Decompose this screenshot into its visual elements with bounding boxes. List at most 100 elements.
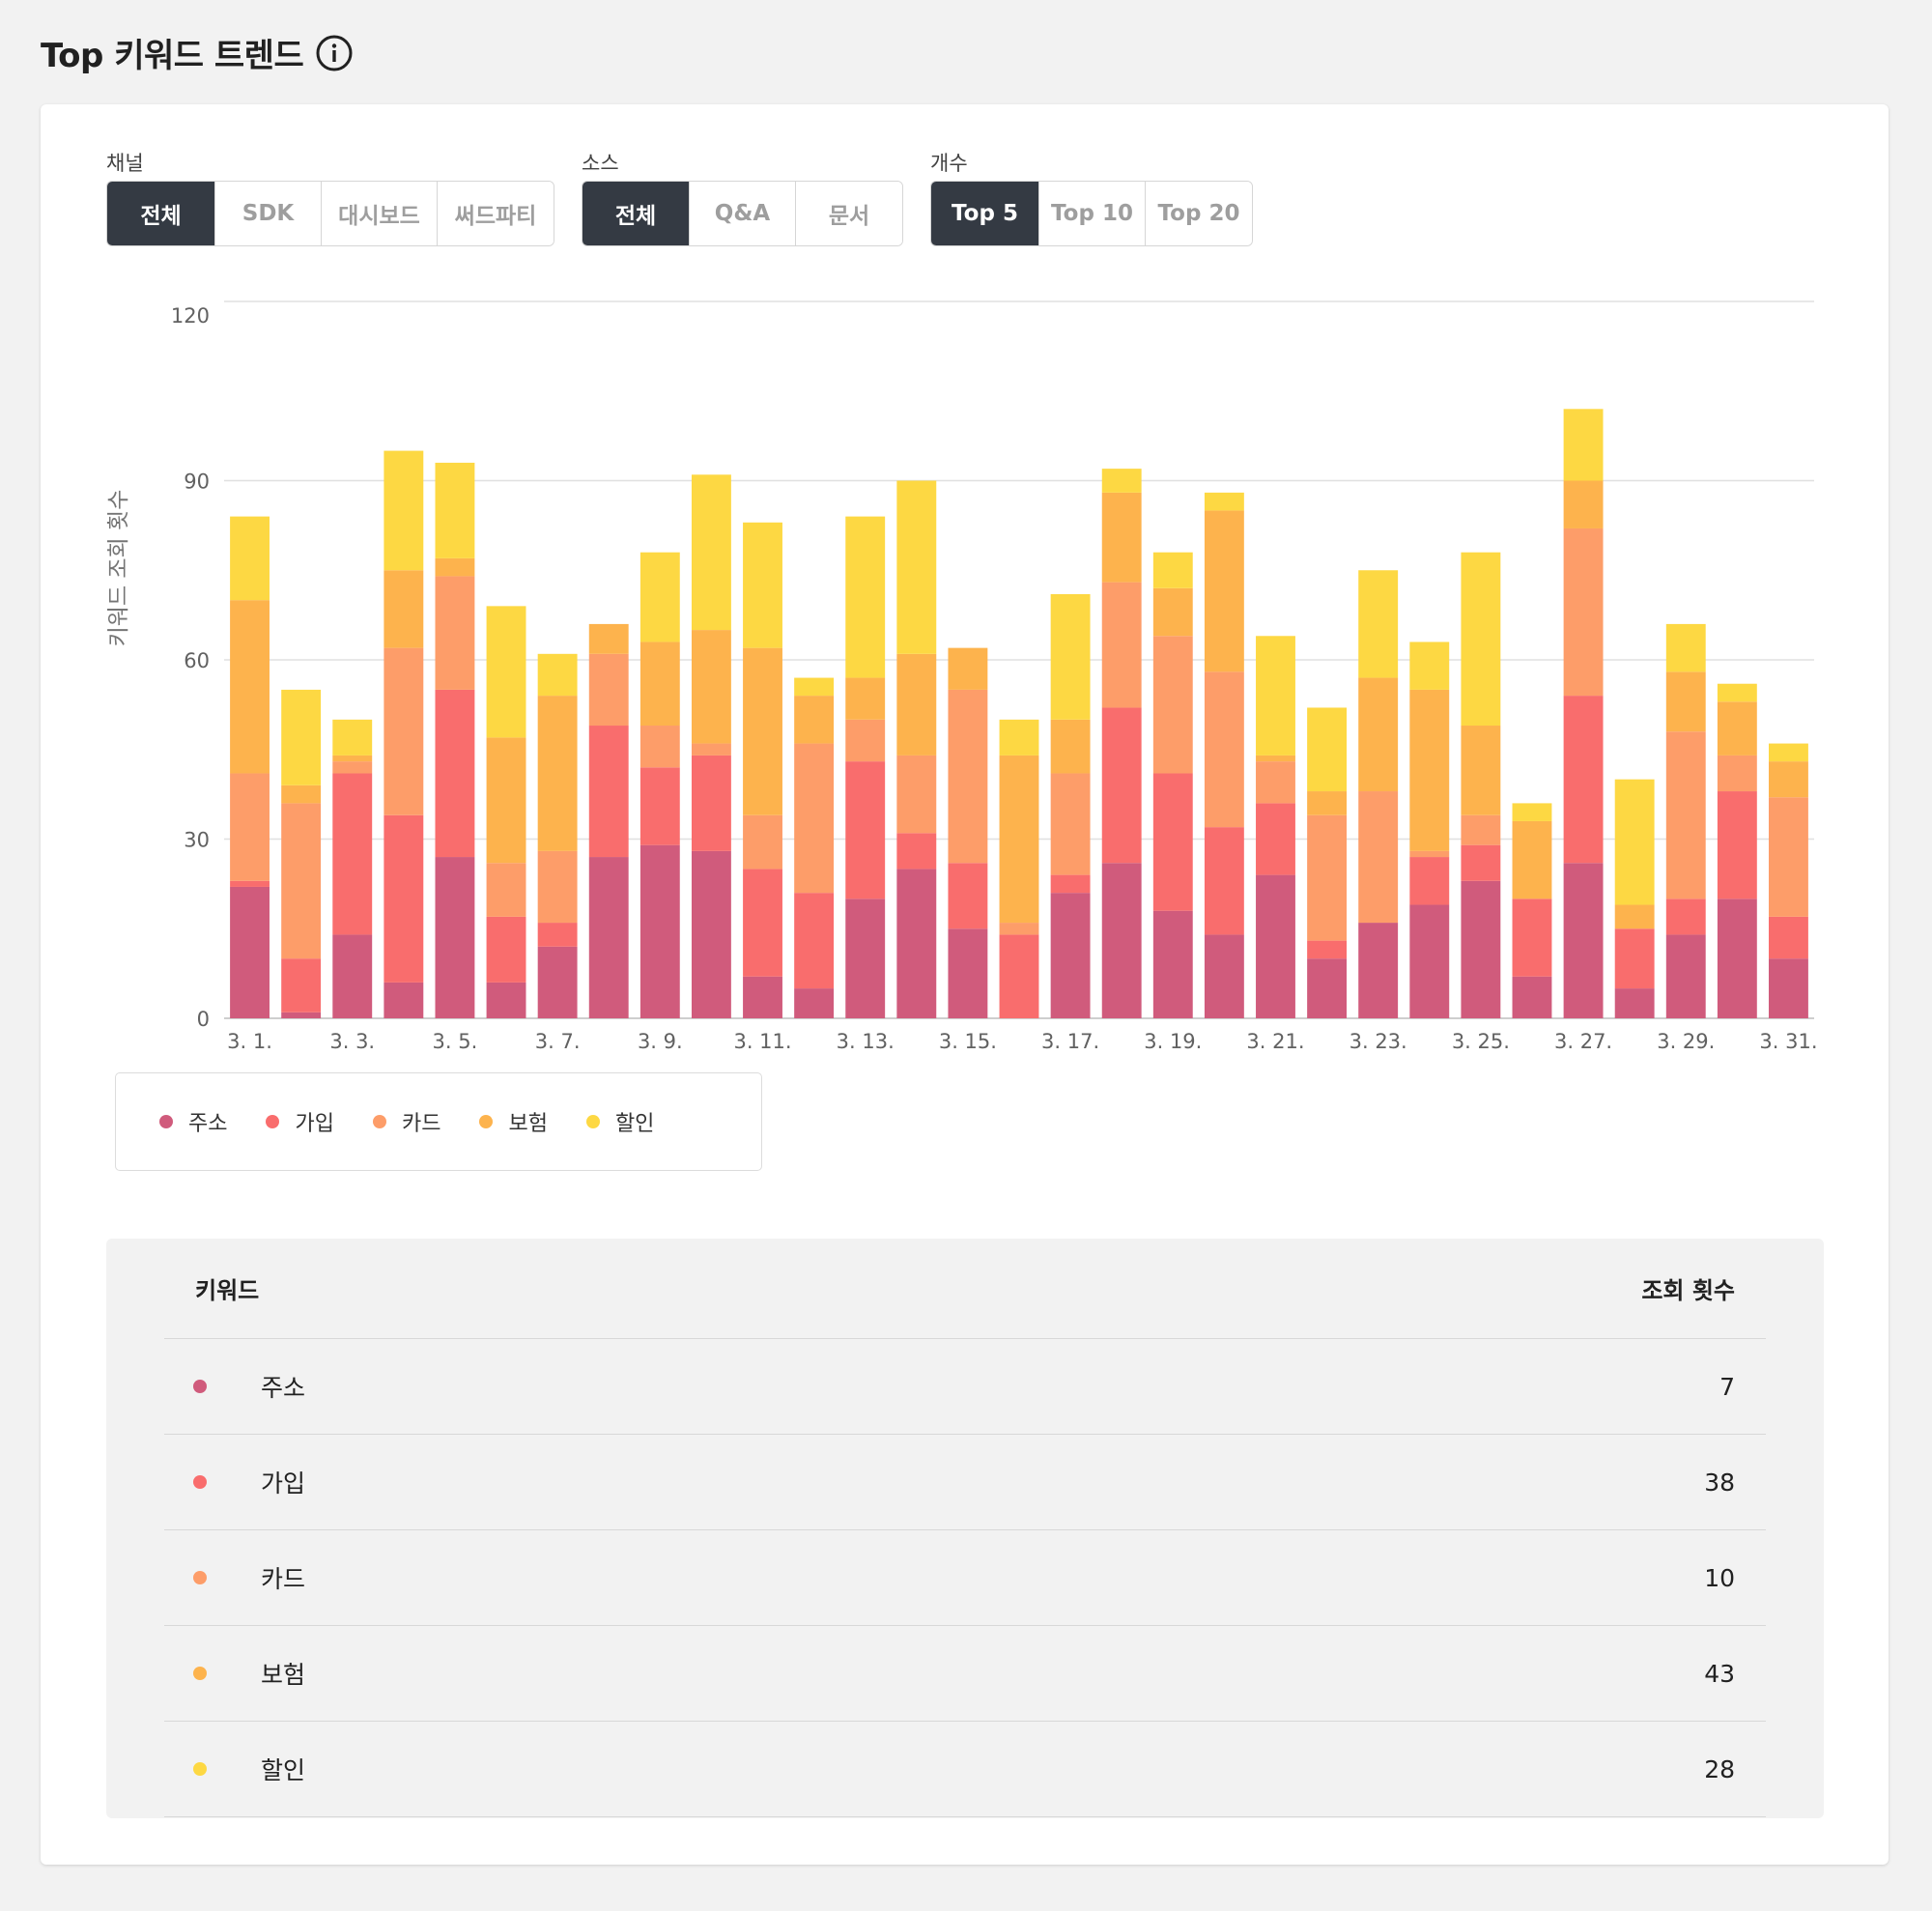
bar-segment[interactable] bbox=[1665, 898, 1706, 935]
bar-segment[interactable] bbox=[1050, 893, 1091, 1018]
table-row[interactable]: 보험 43 bbox=[164, 1626, 1766, 1722]
bar-segment[interactable] bbox=[1769, 916, 1808, 959]
channel-option-thirdparty[interactable]: 써드파티 bbox=[438, 182, 554, 245]
bar-segment[interactable] bbox=[1409, 857, 1450, 905]
bar-segment[interactable] bbox=[281, 803, 322, 959]
table-row[interactable]: 카드 10 bbox=[164, 1530, 1766, 1626]
legend-item-signup[interactable]: 가입 bbox=[266, 1106, 334, 1137]
bar-segment[interactable] bbox=[1358, 923, 1399, 1018]
bar-segment[interactable] bbox=[896, 653, 937, 756]
bar-segment[interactable] bbox=[230, 773, 270, 881]
bar-segment[interactable] bbox=[332, 755, 373, 762]
bar-segment[interactable] bbox=[1256, 761, 1295, 804]
bar-segment[interactable] bbox=[1050, 719, 1091, 774]
bar-segment[interactable] bbox=[743, 522, 782, 648]
info-icon[interactable] bbox=[315, 34, 354, 72]
legend-item-address[interactable]: 주소 bbox=[159, 1106, 227, 1137]
bar-segment[interactable] bbox=[435, 576, 475, 690]
bar-segment[interactable] bbox=[1461, 880, 1501, 1018]
bar-segment[interactable] bbox=[1717, 701, 1757, 756]
bar-segment[interactable] bbox=[486, 863, 526, 917]
bar-segment[interactable] bbox=[896, 869, 937, 1018]
bar-segment[interactable] bbox=[639, 726, 680, 768]
bar-segment[interactable] bbox=[1665, 934, 1706, 1018]
bar-segment[interactable] bbox=[588, 857, 629, 1018]
bar-segment[interactable] bbox=[1563, 409, 1604, 481]
bar-segment[interactable] bbox=[691, 474, 731, 631]
bar-segment[interactable] bbox=[639, 642, 680, 727]
bar-segment[interactable] bbox=[1717, 755, 1757, 792]
bar-segment[interactable] bbox=[1563, 480, 1604, 528]
bar-segment[interactable] bbox=[1101, 582, 1142, 708]
bar-segment[interactable] bbox=[1769, 797, 1808, 917]
bar-segment[interactable] bbox=[1717, 898, 1757, 1018]
bar-segment[interactable] bbox=[999, 755, 1039, 924]
bar-segment[interactable] bbox=[691, 630, 731, 744]
bar-segment[interactable] bbox=[999, 934, 1039, 1018]
bar-segment[interactable] bbox=[435, 462, 475, 558]
bar-segment[interactable] bbox=[332, 773, 373, 935]
bar-segment[interactable] bbox=[588, 623, 629, 654]
bar-segment[interactable] bbox=[332, 934, 373, 1018]
bar-segment[interactable] bbox=[845, 898, 886, 1018]
bar-segment[interactable] bbox=[794, 677, 835, 697]
bar-segment[interactable] bbox=[1204, 510, 1244, 672]
bar-segment[interactable] bbox=[1204, 827, 1244, 935]
bar-segment[interactable] bbox=[1665, 671, 1706, 732]
bar-segment[interactable] bbox=[435, 689, 475, 858]
bar-segment[interactable] bbox=[537, 653, 578, 697]
bar-segment[interactable] bbox=[1409, 850, 1450, 858]
bar-segment[interactable] bbox=[1307, 958, 1348, 1018]
bar-segment[interactable] bbox=[1256, 874, 1295, 1018]
bar-segment[interactable] bbox=[384, 450, 424, 571]
bar-segment[interactable] bbox=[1307, 791, 1348, 815]
bar-segment[interactable] bbox=[1050, 593, 1091, 720]
bar-segment[interactable] bbox=[486, 606, 526, 738]
bar-segment[interactable] bbox=[588, 653, 629, 727]
channel-option-sdk[interactable]: SDK bbox=[215, 182, 322, 245]
bar-segment[interactable] bbox=[1614, 928, 1655, 989]
bar-segment[interactable] bbox=[1512, 820, 1552, 899]
bar-segment[interactable] bbox=[486, 982, 526, 1018]
bar-segment[interactable] bbox=[1152, 773, 1193, 911]
bar-segment[interactable] bbox=[1461, 552, 1501, 727]
bar-segment[interactable] bbox=[281, 689, 322, 785]
bar-segment[interactable] bbox=[1101, 707, 1142, 864]
bar-segment[interactable] bbox=[1204, 671, 1244, 828]
bar-segment[interactable] bbox=[1101, 469, 1142, 493]
table-row[interactable]: 할인 28 bbox=[164, 1722, 1766, 1817]
bar-segment[interactable] bbox=[1614, 904, 1655, 929]
bar-segment[interactable] bbox=[1256, 755, 1295, 762]
source-option-qa[interactable]: Q&A bbox=[690, 182, 796, 245]
bar-segment[interactable] bbox=[948, 928, 988, 1018]
bar-segment[interactable] bbox=[537, 923, 578, 947]
bar-segment[interactable] bbox=[948, 863, 988, 929]
bar-segment[interactable] bbox=[1050, 874, 1091, 894]
bar-segment[interactable] bbox=[1307, 940, 1348, 959]
table-row[interactable]: 가입 38 bbox=[164, 1435, 1766, 1530]
bar-segment[interactable] bbox=[384, 570, 424, 648]
bar-segment[interactable] bbox=[332, 719, 373, 756]
bar-segment[interactable] bbox=[743, 976, 782, 1018]
bar-segment[interactable] bbox=[948, 689, 988, 864]
bar-segment[interactable] bbox=[639, 552, 680, 642]
bar-segment[interactable] bbox=[1358, 677, 1399, 792]
bar-segment[interactable] bbox=[1409, 689, 1450, 851]
bar-segment[interactable] bbox=[691, 850, 731, 1018]
bar-segment[interactable] bbox=[1665, 623, 1706, 672]
bar-segment[interactable] bbox=[948, 647, 988, 690]
bar-segment[interactable] bbox=[384, 814, 424, 983]
legend-item-card[interactable]: 카드 bbox=[372, 1106, 440, 1137]
bar-segment[interactable] bbox=[230, 886, 270, 1018]
bar-segment[interactable] bbox=[845, 516, 886, 678]
bar-segment[interactable] bbox=[435, 857, 475, 1018]
bar-segment[interactable] bbox=[1461, 726, 1501, 815]
bar-segment[interactable] bbox=[639, 844, 680, 1018]
count-option-top10[interactable]: Top 10 bbox=[1039, 182, 1146, 245]
bar-segment[interactable] bbox=[1256, 636, 1295, 756]
bar-segment[interactable] bbox=[1461, 814, 1501, 845]
bar-segment[interactable] bbox=[999, 923, 1039, 935]
bar-segment[interactable] bbox=[845, 761, 886, 899]
bar-segment[interactable] bbox=[384, 647, 424, 815]
legend-item-discount[interactable]: 할인 bbox=[585, 1106, 654, 1137]
